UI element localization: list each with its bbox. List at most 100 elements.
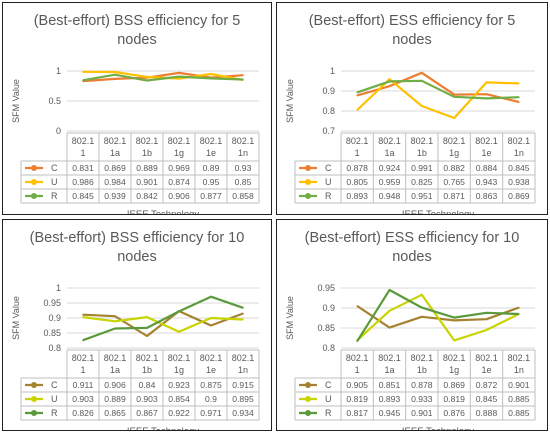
x-category-label: 802.1	[475, 353, 498, 363]
data-table-cell: 0.869	[508, 191, 530, 201]
data-point-R	[356, 91, 358, 94]
data-table-cell: 0.895	[232, 394, 254, 404]
data-point-R	[453, 316, 455, 319]
data-point-R	[485, 312, 488, 314]
data-table-cell: 0.939	[104, 191, 126, 201]
x-category-label: 1n	[514, 365, 524, 375]
data-table-cell: 0.869	[104, 163, 126, 173]
data-table-cell: 0.826	[72, 408, 94, 418]
x-category-label: 802.1	[411, 353, 434, 363]
data-table-cell: 0.924	[379, 163, 401, 173]
data-point-R	[421, 80, 423, 82]
y-tick-label: 0.95	[317, 283, 335, 293]
legend-marker-U	[305, 179, 311, 185]
data-table-cell: 0.933	[411, 394, 433, 404]
data-table-cell: 0.865	[104, 408, 126, 418]
data-point-C	[114, 315, 116, 317]
chart-svg-bss-10: (Best-effort) BSS efficiency for 10 nodes…	[11, 230, 260, 430]
data-table-cell: 0.876	[443, 408, 465, 418]
data-point-U	[421, 105, 423, 107]
data-point-U	[82, 316, 84, 318]
chart-svg-ess-10: (Best-effort) ESS efficiency for 10 nodes…	[285, 230, 536, 430]
data-point-U	[114, 320, 116, 323]
chart-title: (Best-effort) BSS efficiency for 5	[34, 13, 241, 29]
data-table-cell: 0.923	[168, 380, 190, 390]
data-table-cell: 0.951	[411, 191, 433, 201]
x-category-label: 1g	[449, 148, 459, 158]
data-table-cell: 0.825	[411, 177, 433, 187]
legend-label-U: U	[51, 394, 58, 404]
x-category-label: 802.1	[508, 353, 531, 363]
data-point-R	[178, 75, 180, 78]
data-table-cell: 0.991	[411, 163, 433, 173]
data-table-cell: 0.969	[168, 163, 190, 173]
x-category-label: 1g	[174, 365, 184, 375]
data-table-cell: 0.889	[104, 394, 126, 404]
legend-marker-R	[305, 193, 311, 199]
legend-marker-U	[31, 179, 37, 185]
data-point-C	[388, 85, 391, 87]
data-table-cell: 0.884	[476, 163, 498, 173]
data-table-cell: 0.901	[136, 177, 158, 187]
data-point-C	[485, 318, 488, 320]
y-tick-label: 1	[330, 66, 335, 76]
data-table-cell: 0.817	[346, 408, 368, 418]
x-axis-label: IEEE Technology	[402, 426, 474, 430]
data-point-U	[114, 71, 116, 73]
data-table-cell: 0.93	[235, 163, 252, 173]
series-line-U	[82, 316, 244, 333]
data-table-cell: 0.959	[379, 177, 401, 187]
data-point-R	[242, 307, 244, 309]
y-tick-label: 0.85	[43, 328, 61, 338]
data-table-cell: 0.845	[508, 163, 530, 173]
data-point-U	[453, 117, 455, 119]
x-category-label: 1b	[417, 148, 427, 158]
x-category-label: 802.1	[136, 353, 159, 363]
data-table-cell: 0.9	[205, 394, 217, 404]
x-category-label: 802.1	[136, 136, 159, 146]
data-table-cell: 0.869	[443, 380, 465, 390]
legend-label-R: R	[51, 191, 58, 201]
x-category-label: 802.1	[378, 353, 401, 363]
data-point-R	[82, 79, 84, 82]
y-axis-label: SFM Value	[11, 79, 21, 123]
chart-title: (Best-effort) ESS efficiency for 10	[305, 230, 520, 246]
data-table-cell: 0.885	[508, 394, 530, 404]
data-point-R	[485, 97, 488, 100]
data-table-cell: 0.905	[346, 380, 368, 390]
legend-label-C: C	[51, 163, 58, 173]
data-point-R	[146, 327, 148, 329]
data-point-U	[388, 78, 391, 80]
series-line-R	[356, 79, 519, 100]
data-table-cell: 0.854	[168, 394, 190, 404]
data-table-cell: 0.889	[136, 163, 158, 173]
x-category-label: 1g	[174, 148, 184, 158]
data-table-cell: 0.986	[72, 177, 94, 187]
chart-title: (Best-effort) ESS efficiency for 5	[309, 13, 516, 29]
x-category-label: 1e	[481, 365, 491, 375]
data-point-U	[485, 329, 488, 331]
data-table-cell: 0.875	[200, 380, 222, 390]
data-table-cell: 0.84	[139, 380, 156, 390]
data-table-cell: 0.971	[200, 408, 222, 418]
legend-marker-R	[31, 193, 37, 199]
data-table-cell: 0.819	[346, 394, 368, 404]
data-point-U	[178, 331, 180, 333]
x-category-label: 802.1	[72, 353, 95, 363]
data-point-R	[114, 327, 116, 330]
data-table-cell: 0.845	[476, 394, 498, 404]
legend-marker-U	[305, 396, 311, 402]
chart-title: nodes	[392, 32, 432, 48]
x-category-label: 802.1	[200, 136, 223, 146]
x-category-label: 802.1	[104, 353, 127, 363]
data-point-R	[518, 313, 520, 315]
x-category-label: 802.1	[508, 136, 531, 146]
data-table-cell: 0.95	[203, 177, 220, 187]
data-point-C	[356, 94, 358, 97]
legend-label-U: U	[51, 177, 58, 187]
x-category-label: 802.1	[346, 353, 369, 363]
y-tick-label: 0.9	[322, 86, 335, 96]
data-table-cell: 0.903	[136, 394, 158, 404]
y-axis-label: SFM Value	[11, 296, 21, 340]
x-category-label: 1	[355, 365, 360, 375]
